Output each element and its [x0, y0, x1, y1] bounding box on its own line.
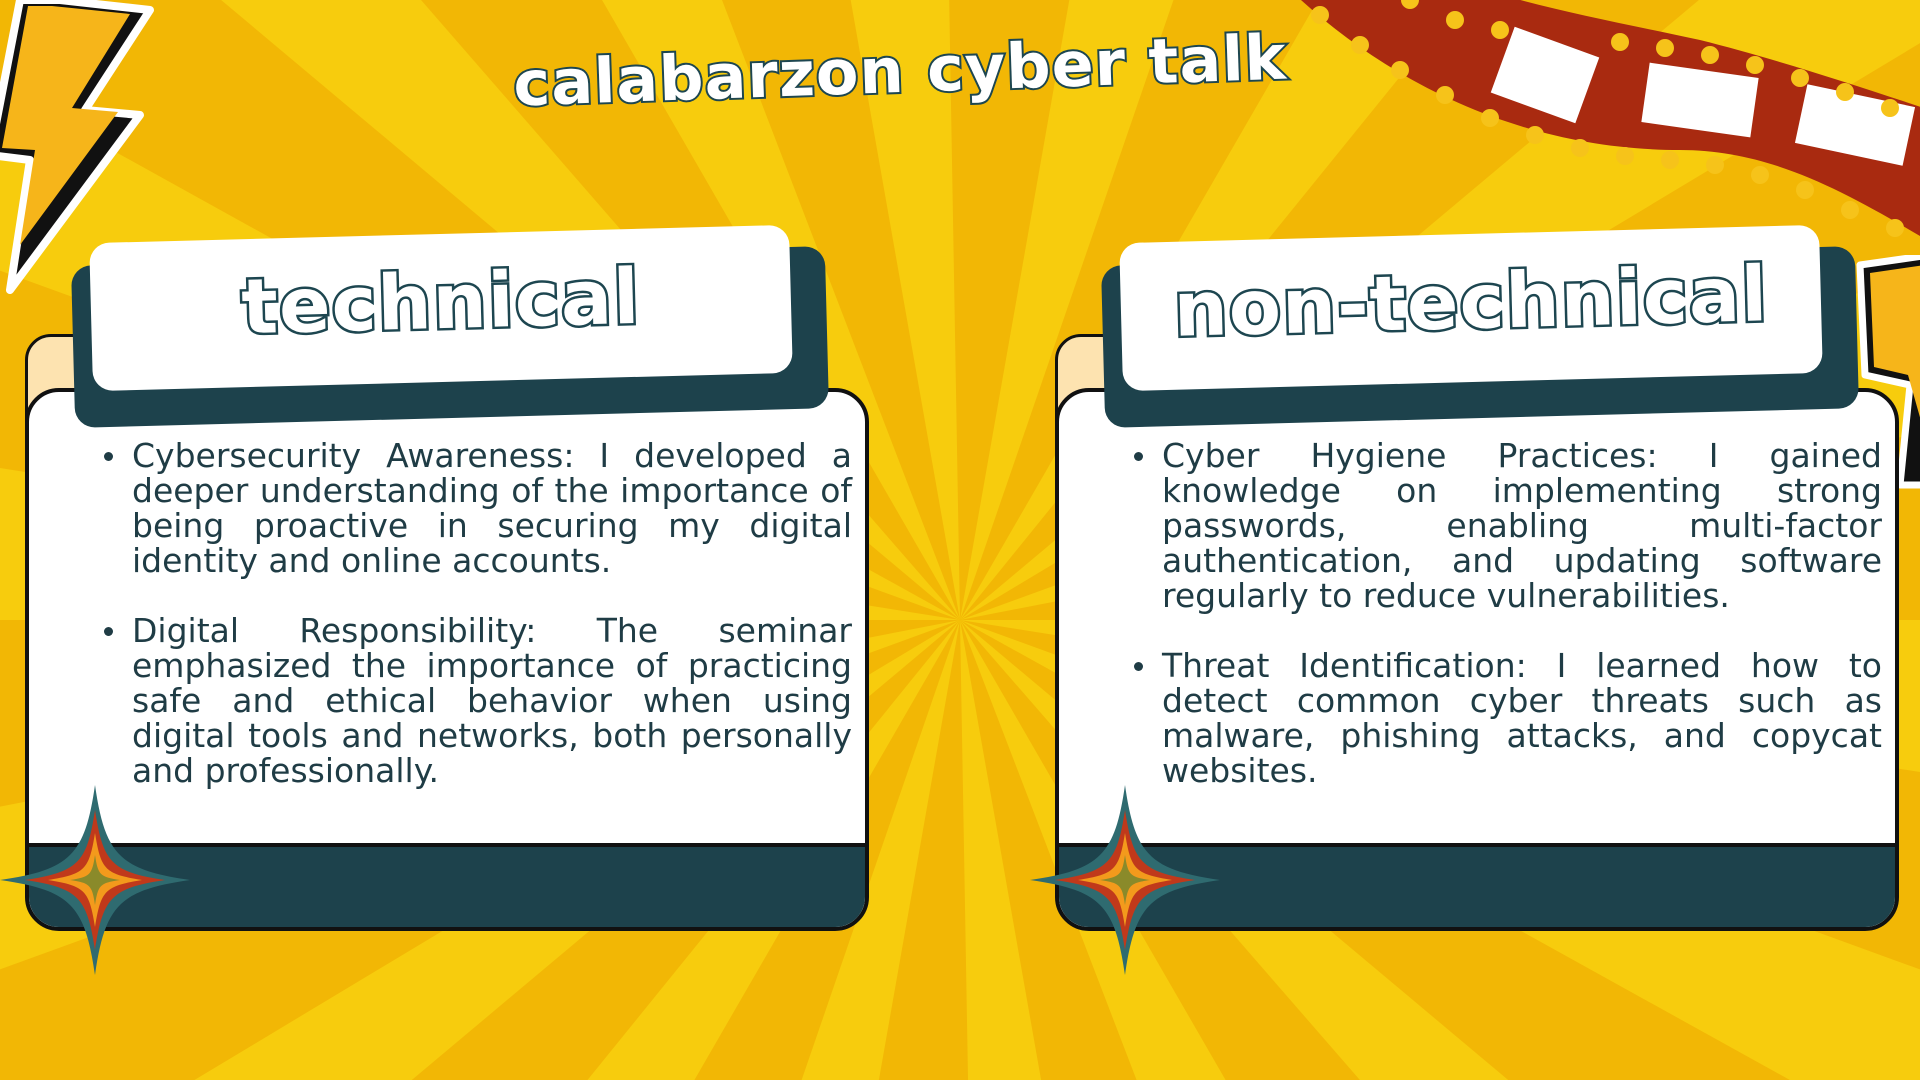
film-strip-icon: [1301, 0, 1920, 237]
card-heading: technical: [238, 249, 644, 353]
lightning-bolt-icon: [0, 0, 154, 294]
sunburst-ray: [960, 0, 1174, 620]
card-footer-band: [29, 843, 865, 927]
list-item: Cyber Hygiene Practices: I gained knowle…: [1134, 436, 1882, 615]
list-item: Threat Identification: I learned how to …: [1134, 646, 1882, 790]
card-footer-band: [1059, 843, 1895, 927]
sparkle-star-icon: [0, 785, 190, 975]
sparkle-star-icon: [1030, 785, 1220, 975]
card-panel: [1055, 388, 1899, 931]
sunburst-ray: [850, 0, 960, 620]
card-panel: [25, 388, 869, 931]
bullet-list: Cybersecurity Awareness: I developed a d…: [104, 436, 852, 823]
non-technical-card: non-technical Cyber Hygiene Practices: I…: [1055, 224, 1899, 931]
sunburst-ray: [960, 620, 1042, 1080]
sunburst-ray: [801, 620, 960, 1080]
card-tab: non-technical: [1119, 224, 1823, 392]
bullet-list: Cyber Hygiene Practices: I gained knowle…: [1134, 436, 1882, 823]
lightning-bolt-icon: [1856, 255, 1920, 489]
card-tab: technical: [89, 224, 793, 392]
card-heading: non-technical: [1170, 246, 1772, 356]
list-item: Cybersecurity Awareness: I developed a d…: [104, 436, 852, 580]
technical-card: technical Cybersecurity Awareness: I dev…: [25, 224, 869, 931]
list-item: Digital Responsibility: The seminar emph…: [104, 611, 852, 790]
